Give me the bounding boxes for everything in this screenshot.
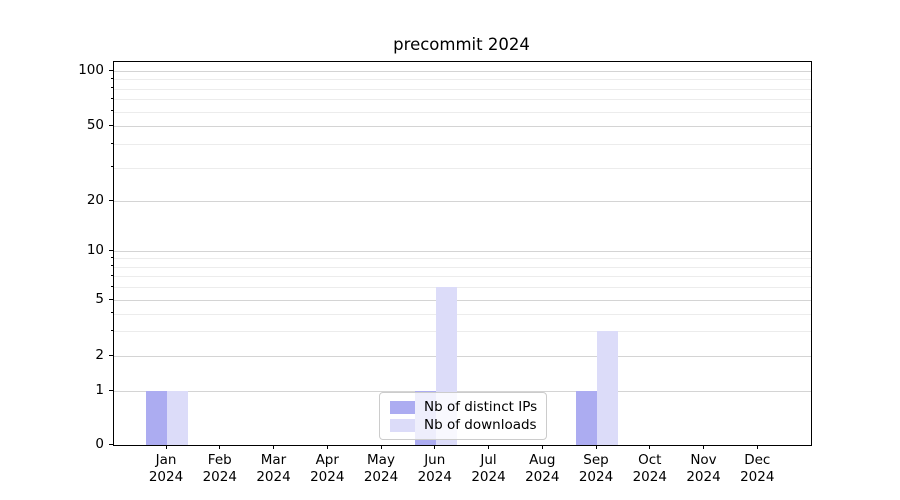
bar-distinct-ips	[576, 391, 597, 445]
x-tick-label: May 2024	[363, 452, 399, 485]
y-gridline-minor	[114, 313, 811, 315]
bar-distinct-ips	[146, 391, 167, 445]
y-tick-mark-minor	[110, 329, 113, 331]
y-tick-label: 100	[78, 62, 104, 78]
y-gridline-minor	[114, 111, 811, 113]
x-tick-mark	[649, 445, 651, 450]
y-tick-mark	[109, 124, 113, 126]
y-tick-mark-minor	[110, 256, 113, 258]
x-tick-label: Dec 2024	[740, 452, 775, 485]
bar-downloads	[167, 391, 188, 445]
y-gridline-major	[114, 71, 811, 72]
y-tick-mark-minor	[110, 142, 113, 144]
x-tick-mark	[595, 445, 597, 450]
y-gridline-major	[114, 126, 811, 127]
plot-area	[113, 61, 812, 446]
y-gridline-minor	[114, 276, 811, 278]
x-tick-mark	[219, 445, 221, 450]
y-tick-label: 5	[95, 291, 104, 307]
x-tick-label: Nov 2024	[686, 452, 721, 485]
x-tick-label: Mar 2024	[256, 452, 291, 485]
y-tick-label: 0	[95, 436, 104, 452]
y-gridline-minor	[114, 167, 811, 169]
x-tick-mark	[273, 445, 275, 450]
legend: Nb of distinct IPs Nb of downloads	[379, 392, 548, 440]
legend-label: Nb of distinct IPs	[424, 399, 538, 415]
x-tick-mark	[434, 445, 436, 450]
y-tick-label: 1	[95, 382, 104, 398]
y-gridline-major	[114, 251, 811, 252]
y-tick-label: 50	[86, 117, 104, 133]
y-tick-mark-minor	[110, 274, 113, 276]
y-gridline-minor	[114, 258, 811, 260]
y-gridline-major	[114, 300, 811, 301]
y-gridline-minor	[114, 99, 811, 101]
x-tick-label: Apr 2024	[310, 452, 345, 485]
x-tick-mark	[380, 445, 382, 450]
y-gridline-minor	[114, 88, 811, 90]
y-tick-mark	[109, 389, 113, 391]
y-gridline-major	[114, 356, 811, 357]
legend-item: Nb of downloads	[390, 416, 537, 434]
y-gridline-minor	[114, 79, 811, 81]
legend-label: Nb of downloads	[424, 417, 537, 433]
y-tick-mark-minor	[110, 166, 113, 168]
y-tick-mark-minor	[110, 312, 113, 314]
bar-downloads	[597, 331, 618, 445]
x-tick-mark	[541, 445, 543, 450]
y-tick-mark-minor	[110, 87, 113, 89]
y-tick-mark-minor	[110, 110, 113, 112]
x-tick-mark	[326, 445, 328, 450]
y-gridline-major	[114, 391, 811, 392]
x-tick-mark	[165, 445, 167, 450]
y-gridline-minor	[114, 266, 811, 268]
y-tick-mark-minor	[110, 97, 113, 99]
x-tick-label: Feb 2024	[202, 452, 237, 485]
y-tick-label: 2	[95, 347, 104, 363]
x-tick-label: Aug 2024	[525, 452, 560, 485]
y-tick-mark	[109, 298, 113, 300]
y-gridline-minor	[114, 331, 811, 333]
x-tick-label: Jan 2024	[148, 452, 184, 485]
y-gridline-minor	[114, 144, 811, 146]
x-tick-label: Oct 2024	[632, 452, 667, 485]
y-tick-mark	[109, 354, 113, 356]
y-tick-mark	[109, 249, 113, 251]
y-tick-mark-minor	[110, 285, 113, 287]
chart-title: precommit 2024	[393, 35, 530, 54]
x-tick-mark	[488, 445, 490, 450]
y-tick-label: 10	[86, 242, 104, 258]
x-tick-label: Jun 2024	[417, 452, 452, 485]
y-gridline-minor	[114, 287, 811, 289]
legend-swatch-distinct-ips	[390, 400, 415, 414]
x-tick-label: Jul 2024	[471, 452, 506, 485]
x-tick-label: Sep 2024	[578, 452, 614, 485]
y-tick-mark	[109, 199, 113, 201]
legend-swatch-downloads	[390, 418, 415, 432]
y-tick-mark	[109, 69, 113, 71]
y-tick-mark-minor	[110, 77, 113, 79]
y-tick-mark	[109, 443, 113, 445]
legend-item: Nb of distinct IPs	[390, 398, 537, 416]
x-tick-mark	[703, 445, 705, 450]
y-tick-label: 20	[86, 192, 104, 208]
y-gridline-major	[114, 201, 811, 202]
y-tick-mark-minor	[110, 265, 113, 267]
x-tick-mark	[756, 445, 758, 450]
